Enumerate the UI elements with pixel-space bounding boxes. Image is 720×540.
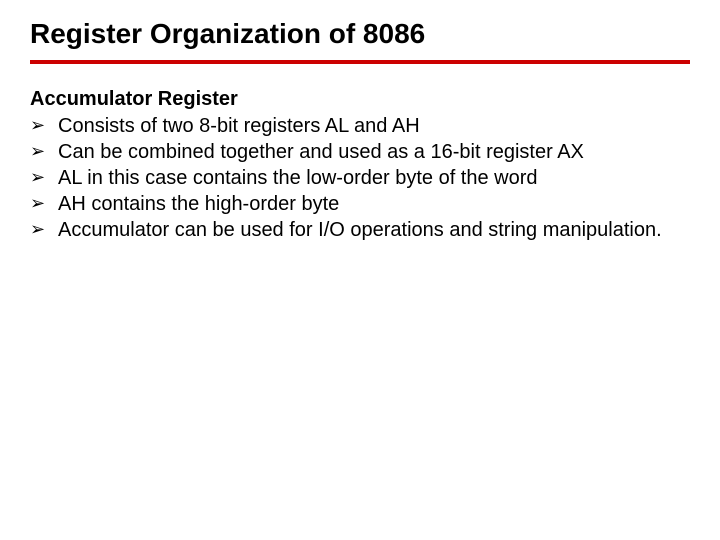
list-item: ➢ AH contains the high-order byte bbox=[30, 191, 690, 217]
bullet-list: ➢ Consists of two 8-bit registers AL and… bbox=[30, 113, 690, 243]
list-item: ➢ Can be combined together and used as a… bbox=[30, 139, 690, 165]
bullet-marker-icon: ➢ bbox=[30, 217, 58, 241]
bullet-marker-icon: ➢ bbox=[30, 191, 58, 215]
bullet-text: AL in this case contains the low-order b… bbox=[58, 165, 690, 191]
bullet-marker-icon: ➢ bbox=[30, 113, 58, 137]
bullet-text: Accumulator can be used for I/O operatio… bbox=[58, 217, 690, 243]
bullet-text: Can be combined together and used as a 1… bbox=[58, 139, 690, 165]
bullet-text: Consists of two 8-bit registers AL and A… bbox=[58, 113, 690, 139]
bullet-text: AH contains the high-order byte bbox=[58, 191, 690, 217]
bullet-marker-icon: ➢ bbox=[30, 165, 58, 189]
content-area: Accumulator Register ➢ Consists of two 8… bbox=[30, 88, 690, 243]
list-item: ➢ Accumulator can be used for I/O operat… bbox=[30, 217, 690, 243]
bullet-marker-icon: ➢ bbox=[30, 139, 58, 163]
list-item: ➢ Consists of two 8-bit registers AL and… bbox=[30, 113, 690, 139]
slide-title: Register Organization of 8086 bbox=[30, 18, 690, 64]
section-heading: Accumulator Register bbox=[30, 88, 690, 111]
list-item: ➢ AL in this case contains the low-order… bbox=[30, 165, 690, 191]
